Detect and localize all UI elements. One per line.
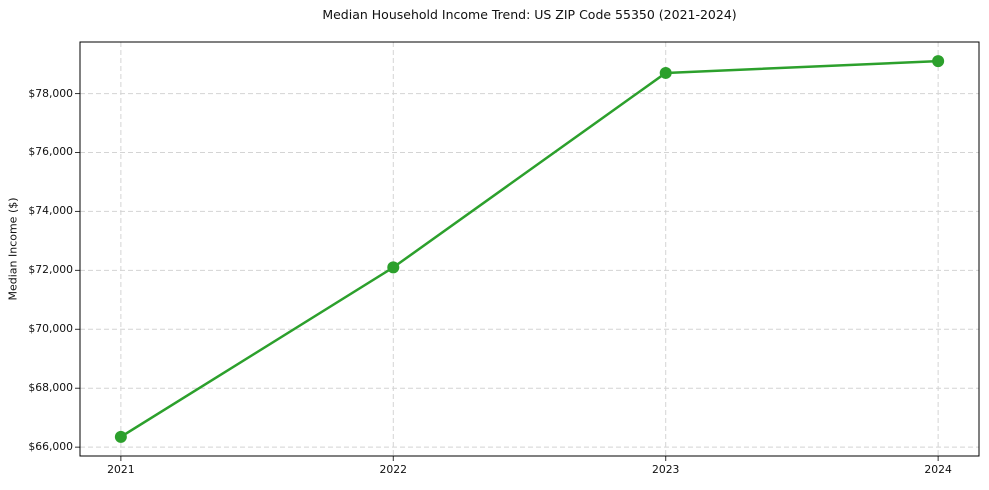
income-trend-line (119, 59, 940, 439)
chart-title: Median Household Income Trend: US ZIP Co… (322, 7, 737, 22)
y-tick-label: $76,000 (28, 145, 73, 159)
data-point-marker (932, 55, 945, 68)
data-point-marker (659, 66, 672, 79)
y-tick-label: $72,000 (28, 263, 73, 277)
y-tick-label: $74,000 (28, 204, 73, 218)
x-tick-label: 2022 (379, 463, 408, 476)
plot-border (79, 41, 980, 457)
y-tick-label: $68,000 (28, 381, 73, 395)
x-tick-label: 2023 (651, 463, 680, 476)
y-tick-label: $70,000 (28, 322, 73, 336)
y-tick-label: $78,000 (28, 86, 73, 100)
y-tick-label: $66,000 (28, 440, 73, 454)
x-tick-label: 2024 (924, 463, 952, 476)
data-point-marker (387, 261, 400, 274)
data-point-marker (114, 430, 127, 443)
x-tick-label: 2021 (107, 463, 135, 476)
